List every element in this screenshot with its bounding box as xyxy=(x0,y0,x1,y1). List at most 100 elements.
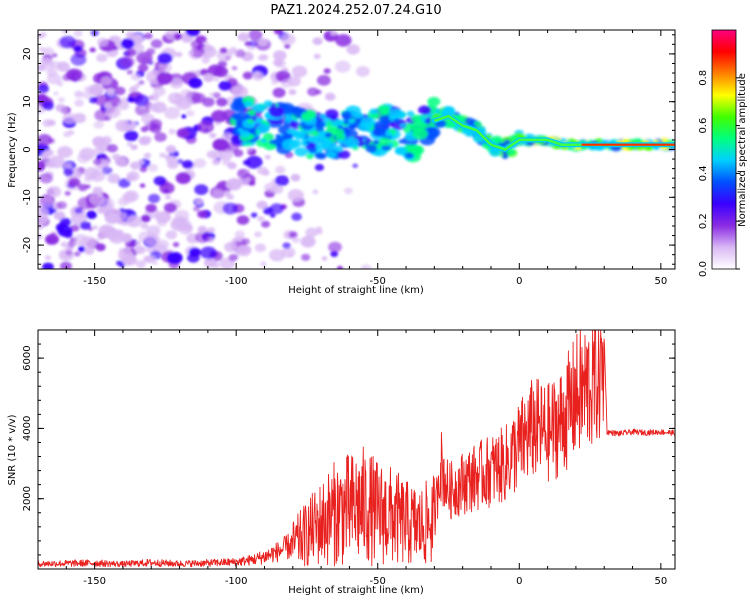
spectrogram-ridge-blob xyxy=(384,131,393,137)
spectrogram-noise-blob xyxy=(139,166,148,173)
spectrogram-ytick-label: 20 xyxy=(22,48,33,61)
spectrogram-ridge-blob xyxy=(398,139,406,144)
spectrogram-ridge-blob xyxy=(319,113,327,119)
spectrogram-noise-blob xyxy=(38,84,50,94)
spectrogram-noise-blob xyxy=(134,94,150,106)
spectrogram-noise-blob xyxy=(164,106,181,120)
spectrogram-ridge-blob xyxy=(503,139,511,146)
spectrogram-noise-blob xyxy=(65,68,82,81)
spectrogram-noise-blob xyxy=(44,149,55,157)
spectrogram-noise-blob xyxy=(330,30,337,36)
spectrogram-ridge-blob xyxy=(343,120,350,125)
spectrogram-noise-blob xyxy=(224,242,238,253)
spectrogram-noise-blob xyxy=(169,78,184,89)
spectrogram-ridge-blob xyxy=(247,118,254,124)
spectrogram-noise-blob xyxy=(46,68,58,77)
spectrogram-ridge-blob xyxy=(406,110,415,117)
spectrogram-noise-blob xyxy=(46,186,62,198)
spectrogram-noise-blob xyxy=(334,60,351,73)
spectrogram-ridge-blob xyxy=(262,132,274,141)
spectrogram-ridge-blob xyxy=(240,130,251,138)
spectrogram-ridge-blob xyxy=(268,106,285,118)
spectrogram-noise-blob xyxy=(149,119,163,129)
spectrogram-noise-blob xyxy=(38,207,49,218)
spectrogram-noise-blob xyxy=(73,45,83,53)
spectrogram-noise-blob xyxy=(143,152,152,159)
spectrogram-noise-blob xyxy=(97,235,104,241)
spectrogram-ylabel: Frequency (Hz) xyxy=(7,112,18,188)
spectrogram-noise-blob xyxy=(96,206,107,214)
spectrogram-noise-blob xyxy=(212,158,221,166)
spectrogram-xtick-label: 50 xyxy=(654,276,667,287)
spectrogram-noise-blob xyxy=(206,150,218,159)
spectrogram-ridge-blob xyxy=(244,100,253,107)
spectrogram-noise-blob xyxy=(197,225,208,234)
spectrogram-ridge-blob xyxy=(489,148,501,157)
spectrogram-noise-blob xyxy=(68,177,81,187)
spectrogram-noise-blob xyxy=(218,80,232,91)
spectrogram-noise-blob xyxy=(282,242,291,249)
spectrogram-ridge-blob xyxy=(412,128,429,140)
spectrogram-noise-blob xyxy=(222,159,232,166)
spectrogram-ridge-blob xyxy=(324,132,333,138)
spectrogram-noise-blob xyxy=(301,253,311,261)
spectrogram-noise-blob xyxy=(168,128,176,135)
spectrogram-noise-blob xyxy=(181,114,187,119)
spectrogram-noise-blob xyxy=(360,264,372,269)
spectrogram-noise-blob xyxy=(38,233,43,240)
spectrogram-noise-blob xyxy=(211,261,220,269)
spectrogram-noise-blob xyxy=(126,96,135,103)
spectrogram-noise-blob xyxy=(156,218,167,227)
spectrogram-ridge-blob xyxy=(252,103,266,114)
spectrogram-noise-blob xyxy=(288,89,297,96)
spectrogram-noise-blob xyxy=(144,32,153,40)
spectrogram-noise-blob xyxy=(146,225,161,236)
spectrogram-ridge-blob xyxy=(308,147,317,154)
spectrogram-ridge-blob xyxy=(344,137,360,148)
spectrogram-noise-blob xyxy=(231,66,238,71)
spectrogram-noise-blob xyxy=(271,79,279,85)
spectrogram-noise-blob xyxy=(135,260,147,268)
spectrogram-xlabel: Height of straight line (km) xyxy=(288,285,424,296)
spectrogram-noise-blob xyxy=(70,53,87,66)
spectrogram-noise-blob xyxy=(199,68,209,76)
spectrogram-noise-blob xyxy=(112,153,121,161)
spectrogram-noise-blob xyxy=(163,202,177,213)
spectrogram-noise-blob xyxy=(153,176,167,186)
spectrogram-noise-blob xyxy=(323,68,331,74)
spectrogram-noise-blob xyxy=(346,44,360,55)
spectrogram-noise-blob xyxy=(203,73,215,83)
spectrogram-ridge-blob xyxy=(315,120,326,128)
spectrogram-noise-blob xyxy=(264,154,271,160)
spectrogram-ridge-blob xyxy=(409,145,422,155)
spectrogram-noise-blob xyxy=(182,160,194,169)
spectrogram-noise-blob xyxy=(126,215,142,228)
spectrogram-noise-blob xyxy=(78,246,85,252)
spectrogram-ridge-blob xyxy=(369,108,378,115)
spectrogram-noise-blob xyxy=(158,62,173,73)
spectrogram-noise-blob xyxy=(328,241,342,253)
spectrogram-noise-blob xyxy=(165,230,178,240)
spectrogram-noise-blob xyxy=(355,66,370,77)
spectrogram-noise-blob xyxy=(165,145,177,154)
spectrogram-noise-blob xyxy=(185,30,200,37)
spectrogram-noise-blob xyxy=(73,30,83,37)
spectrogram-noise-blob xyxy=(176,95,192,108)
spectrogram-noise-blob xyxy=(217,60,228,68)
spectrogram-noise-blob xyxy=(105,106,121,118)
spectrogram-noise-blob xyxy=(236,245,252,257)
spectrogram-noise-blob xyxy=(139,183,146,188)
colorbar-ticks: 0.0 0.2 0.4 0.6 0.8 xyxy=(698,70,740,277)
spectrogram-noise-blob xyxy=(93,146,104,155)
spectrogram-noise-blob xyxy=(56,201,67,210)
spectrogram-noise-blob xyxy=(207,227,216,234)
spectrogram-noise-blob xyxy=(59,107,68,114)
spectrogram-noise-blob xyxy=(92,186,104,195)
spectrogram-noise-blob xyxy=(56,80,64,87)
snr-xlabel: Height of straight line (km) xyxy=(288,585,424,596)
spectrogram-noise-blob xyxy=(73,251,81,257)
spectrogram-noise-blob xyxy=(291,212,302,221)
spectrogram-noise-blob xyxy=(115,158,127,167)
spectrogram-noise-blob xyxy=(150,39,163,49)
